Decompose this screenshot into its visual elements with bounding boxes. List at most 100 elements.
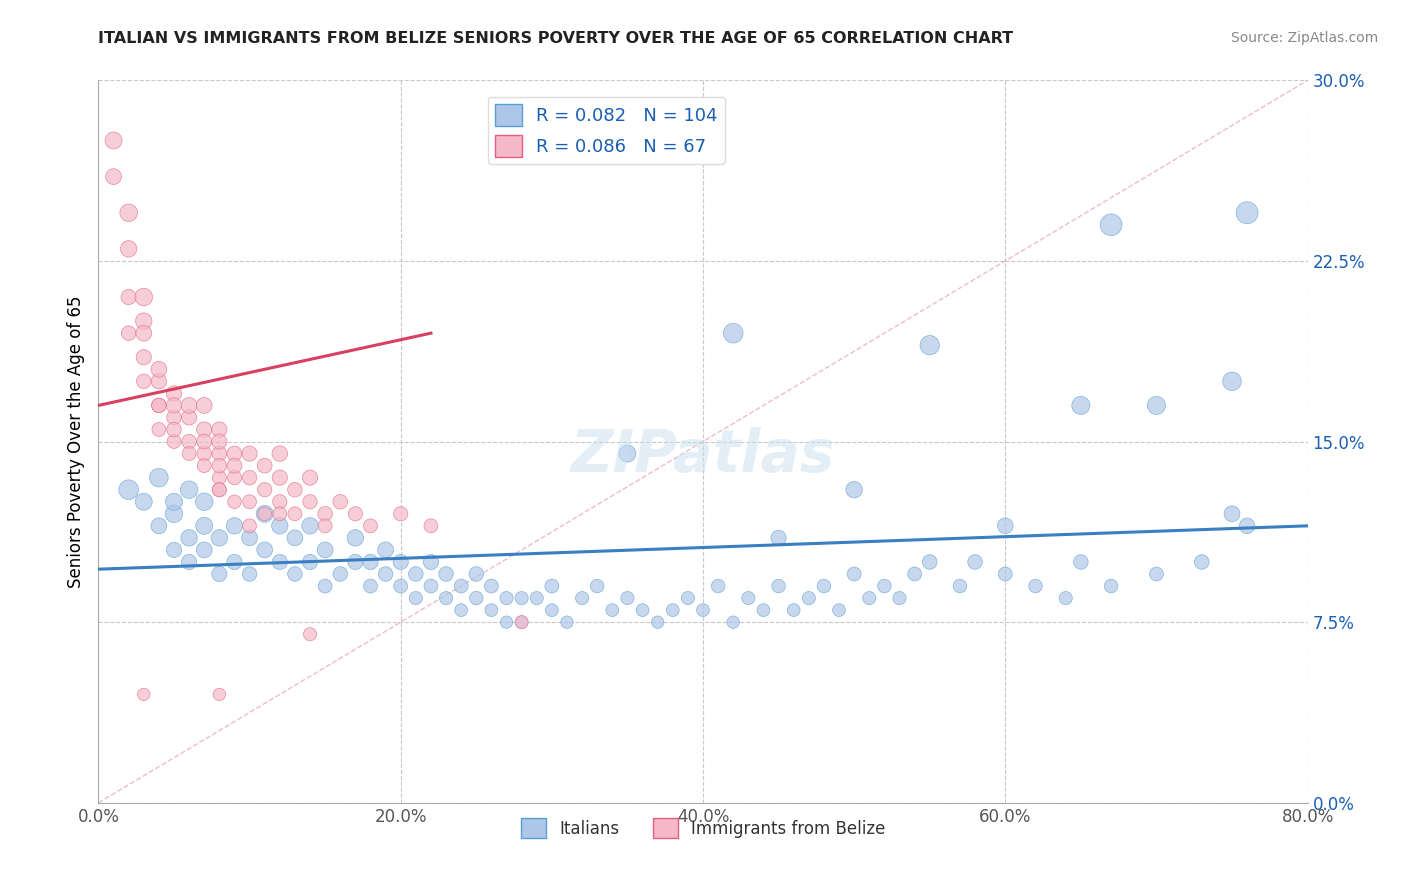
Point — [148, 422, 170, 436]
Point — [586, 579, 609, 593]
Point — [118, 242, 141, 256]
Point — [374, 567, 396, 582]
Point — [420, 518, 443, 533]
Point — [179, 434, 201, 449]
Point — [873, 579, 896, 593]
Point — [253, 507, 276, 521]
Point — [344, 555, 367, 569]
Point — [813, 579, 835, 593]
Point — [1070, 398, 1092, 412]
Point — [179, 531, 201, 545]
Point — [208, 483, 231, 497]
Point — [1220, 507, 1243, 521]
Point — [269, 470, 291, 484]
Point — [616, 446, 638, 460]
Point — [253, 542, 276, 557]
Legend: Italians, Immigrants from Belize: Italians, Immigrants from Belize — [515, 812, 891, 845]
Point — [434, 591, 457, 605]
Point — [224, 494, 246, 508]
Point — [737, 591, 759, 605]
Point — [389, 555, 412, 569]
Point — [299, 494, 322, 508]
Point — [132, 494, 155, 508]
Point — [253, 483, 276, 497]
Point — [314, 579, 336, 593]
Point — [179, 483, 201, 497]
Point — [193, 458, 215, 473]
Point — [420, 579, 443, 593]
Point — [768, 531, 790, 545]
Point — [450, 603, 472, 617]
Point — [510, 615, 533, 630]
Point — [949, 579, 972, 593]
Point — [148, 398, 170, 412]
Point — [132, 374, 155, 388]
Point — [208, 446, 231, 460]
Point — [314, 542, 336, 557]
Point — [239, 567, 262, 582]
Point — [889, 591, 911, 605]
Point — [450, 579, 472, 593]
Point — [1054, 591, 1077, 605]
Point — [495, 615, 517, 630]
Point — [284, 483, 307, 497]
Point — [224, 470, 246, 484]
Point — [420, 555, 443, 569]
Point — [510, 615, 533, 630]
Point — [103, 169, 125, 184]
Point — [389, 579, 412, 593]
Point — [163, 507, 186, 521]
Point — [224, 446, 246, 460]
Point — [163, 542, 186, 557]
Point — [360, 518, 382, 533]
Point — [269, 555, 291, 569]
Point — [224, 458, 246, 473]
Point — [163, 398, 186, 412]
Point — [844, 567, 866, 582]
Text: ZIPatlas: ZIPatlas — [571, 427, 835, 484]
Point — [344, 531, 367, 545]
Point — [179, 410, 201, 425]
Point — [132, 326, 155, 340]
Point — [163, 410, 186, 425]
Point — [299, 555, 322, 569]
Point — [314, 518, 336, 533]
Point — [1236, 518, 1258, 533]
Point — [148, 362, 170, 376]
Point — [193, 446, 215, 460]
Point — [465, 567, 488, 582]
Point — [434, 567, 457, 582]
Point — [389, 507, 412, 521]
Point — [1070, 555, 1092, 569]
Point — [540, 579, 562, 593]
Point — [555, 615, 578, 630]
Point — [253, 507, 276, 521]
Point — [495, 591, 517, 605]
Point — [132, 350, 155, 364]
Point — [208, 422, 231, 436]
Point — [269, 494, 291, 508]
Point — [465, 591, 488, 605]
Point — [193, 398, 215, 412]
Point — [707, 579, 730, 593]
Point — [783, 603, 806, 617]
Point — [965, 555, 987, 569]
Text: ITALIAN VS IMMIGRANTS FROM BELIZE SENIORS POVERTY OVER THE AGE OF 65 CORRELATION: ITALIAN VS IMMIGRANTS FROM BELIZE SENIOR… — [98, 31, 1014, 46]
Point — [253, 458, 276, 473]
Point — [224, 518, 246, 533]
Point — [1191, 555, 1213, 569]
Point — [163, 386, 186, 401]
Point — [481, 579, 503, 593]
Point — [284, 531, 307, 545]
Point — [526, 591, 548, 605]
Point — [269, 518, 291, 533]
Point — [208, 470, 231, 484]
Point — [239, 446, 262, 460]
Point — [1099, 579, 1122, 593]
Y-axis label: Seniors Poverty Over the Age of 65: Seniors Poverty Over the Age of 65 — [66, 295, 84, 588]
Point — [193, 518, 215, 533]
Point — [208, 531, 231, 545]
Point — [284, 567, 307, 582]
Point — [208, 434, 231, 449]
Point — [148, 470, 170, 484]
